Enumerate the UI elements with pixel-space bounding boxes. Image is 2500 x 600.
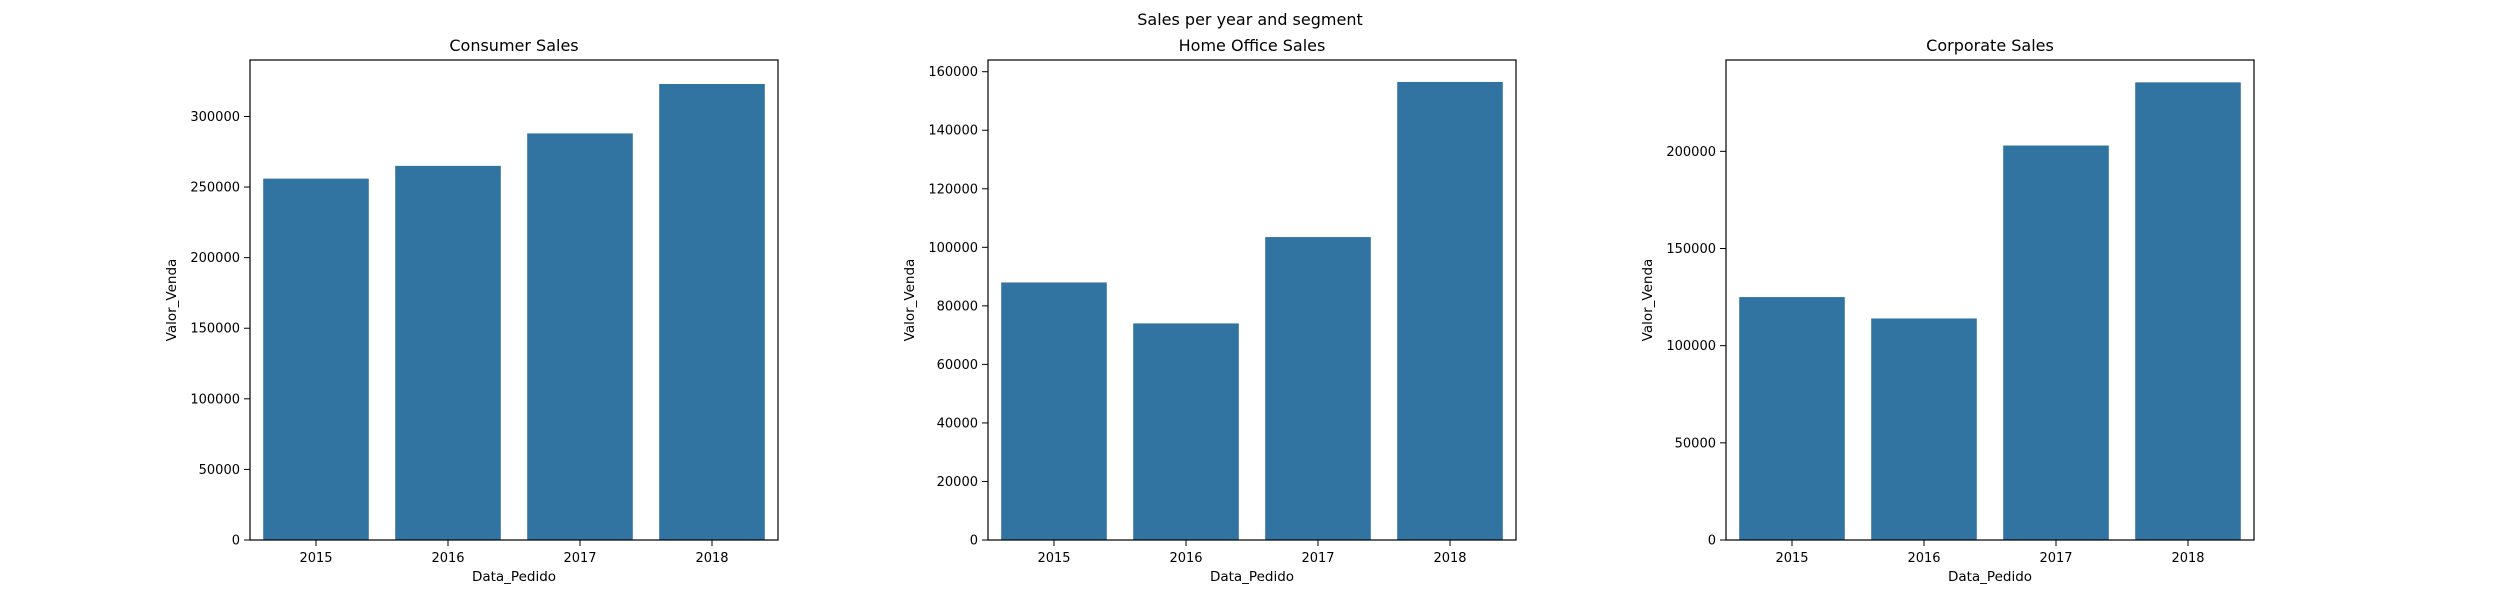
chart-panels: 2015 2016 2017 2018050000100000150000200000…: [164, 36, 2255, 585]
y-tick-label: 160000: [928, 65, 978, 80]
y-tick-label: 100000: [190, 392, 240, 407]
bar: [1739, 297, 1845, 540]
y-tick-label: 100000: [928, 241, 978, 256]
bar: [659, 84, 765, 540]
x-tick-label: 2017: [2039, 551, 2072, 566]
x-axis-label: Data_Pedido: [472, 569, 556, 585]
axes-frame: [987, 59, 1517, 541]
figure-suptitle: Sales per year and segment: [1137, 10, 1362, 29]
chart-panel: 2015 2016 2017 2018 0 20000 40000 60000 80000 100…: [902, 36, 1517, 585]
chart-panel: 2015 2016 2017 2018 0 50000 100000 150000 200000…: [164, 36, 779, 585]
y-tick-label: 140000: [928, 124, 978, 139]
x-axis-label: Data_Pedido: [1210, 569, 1294, 585]
x-tick-label: 2016: [431, 551, 464, 566]
x-tick-label: 2015: [1037, 551, 1070, 566]
chart-title: Home Office Sales: [1179, 36, 1326, 55]
y-tick-label: 200000: [190, 251, 240, 266]
bar: [1133, 323, 1239, 540]
axes-frame: [249, 59, 779, 541]
axes-frame: [1725, 59, 2255, 541]
bar: [263, 178, 369, 540]
y-tick-label: 200000: [1666, 145, 1716, 160]
y-tick-label: 80000: [937, 299, 978, 314]
bar: [1265, 237, 1371, 540]
y-tick-label: 50000: [1675, 436, 1716, 451]
y-tick-label: 60000: [937, 358, 978, 373]
chart-panel: 2015 2016 2017 2018 0 50000 100000 150000 200000…: [1640, 36, 2255, 585]
x-tick-label: 2015: [299, 551, 332, 566]
x-tick-label: 2017: [563, 551, 596, 566]
x-tick-label: 2016: [1907, 551, 1940, 566]
bar: [1001, 282, 1107, 540]
y-tick-label: 0: [1708, 534, 1716, 549]
y-tick-label: 0: [232, 534, 240, 549]
chart-title: Consumer Sales: [449, 36, 578, 55]
y-tick-label: 20000: [937, 475, 978, 490]
x-tick-label: 2017: [1301, 551, 1334, 566]
y-tick-label: 120000: [928, 182, 978, 197]
bar: [395, 165, 501, 540]
bar: [2135, 82, 2241, 540]
y-tick-label: 0: [970, 534, 978, 549]
x-axis-label: Data_Pedido: [1948, 569, 2032, 585]
y-tick-label: 150000: [1666, 242, 1716, 257]
bar: [1397, 81, 1503, 540]
chart-title: Corporate Sales: [1926, 36, 2054, 55]
y-axis-label: Valor_Venda: [902, 259, 918, 342]
y-tick-label: 250000: [190, 181, 240, 196]
x-tick-label: 2015: [1775, 551, 1808, 566]
bar: [2003, 145, 2109, 540]
y-tick-label: 100000: [1666, 339, 1716, 354]
bar: [1871, 318, 1977, 540]
y-axis-label: Valor_Venda: [164, 259, 180, 342]
x-tick-label: 2016: [1169, 551, 1202, 566]
y-tick-label: 40000: [937, 416, 978, 431]
y-axis-label: Valor_Venda: [1640, 259, 1656, 342]
x-tick-label: 2018: [695, 551, 728, 566]
y-tick-label: 150000: [190, 322, 240, 337]
x-tick-label: 2018: [2171, 551, 2204, 566]
bar: [527, 133, 633, 541]
y-tick-label: 50000: [199, 463, 240, 478]
x-tick-label: 2018: [1433, 551, 1466, 566]
y-tick-label: 300000: [190, 110, 240, 125]
